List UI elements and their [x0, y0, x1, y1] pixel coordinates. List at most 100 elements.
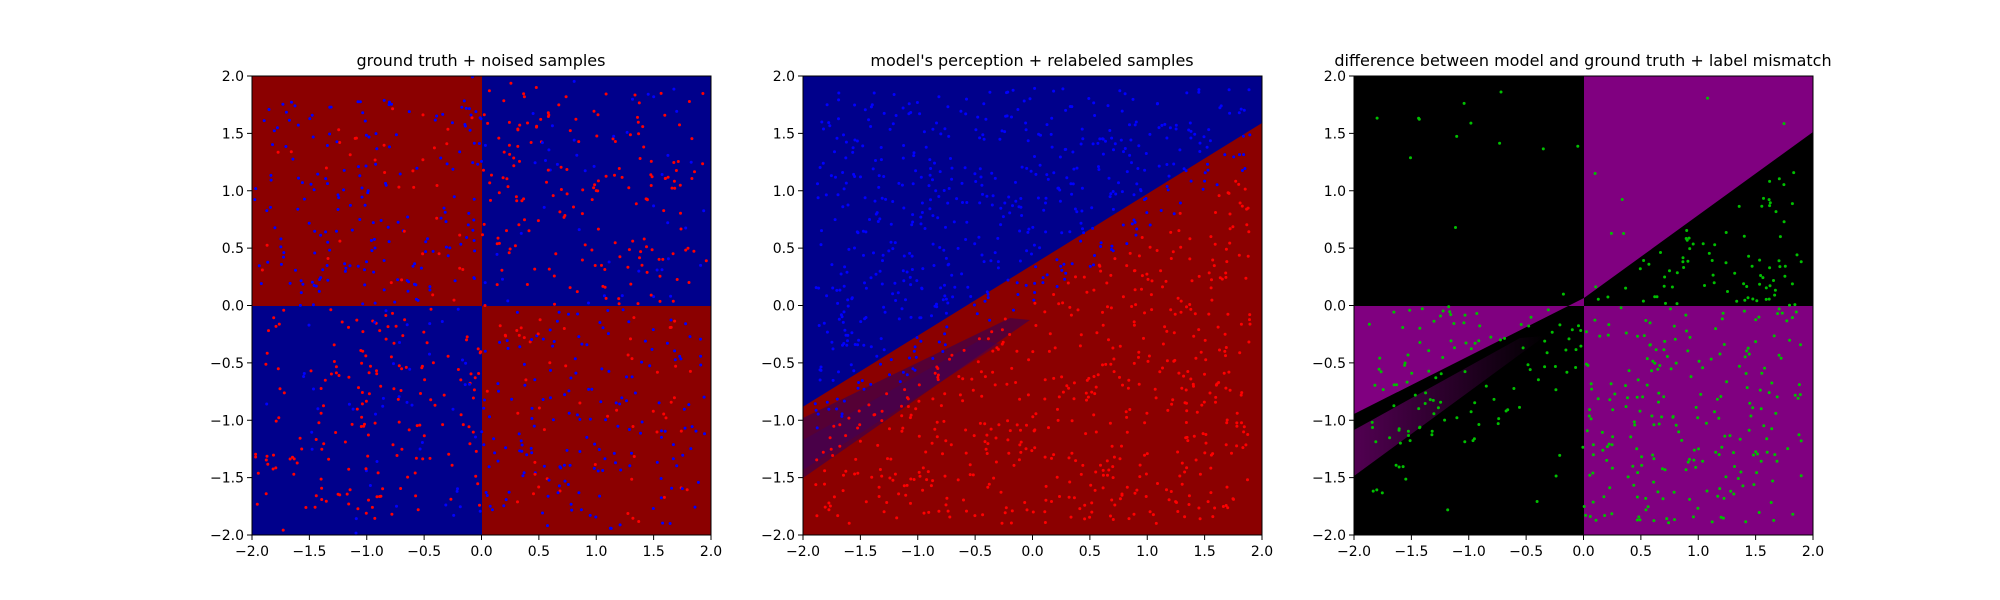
- blue-sample-point: [619, 468, 623, 472]
- blue-relabeled-point: [951, 295, 955, 299]
- blue-sample-point: [452, 513, 456, 517]
- red-relabeled-point: [1057, 302, 1061, 306]
- blue-sample-point: [555, 162, 559, 166]
- blue-relabeled-point: [846, 339, 849, 343]
- panel1-points: [253, 76, 708, 535]
- red-relabeled-point: [1192, 334, 1196, 338]
- red-sample-point: [361, 349, 365, 353]
- red-relabeled-point: [1057, 395, 1061, 399]
- red-relabeled-point: [1165, 488, 1168, 492]
- red-relabeled-point: [1023, 501, 1027, 504]
- red-sample-point: [442, 393, 446, 397]
- blue-relabeled-point: [902, 254, 906, 258]
- blue-sample-point: [678, 354, 682, 358]
- blue-relabeled-point: [830, 340, 834, 344]
- mismatch-sample-point: [1408, 439, 1412, 443]
- blue-sample-point: [271, 143, 274, 147]
- blue-relabeled-point: [1060, 268, 1064, 272]
- mismatch-sample-point: [1656, 367, 1660, 371]
- blue-sample-point: [652, 295, 656, 299]
- blue-relabeled-point: [1205, 145, 1209, 149]
- red-sample-point: [277, 416, 281, 420]
- red-sample-point: [655, 370, 659, 374]
- blue-relabeled-point: [1136, 167, 1140, 170]
- blue-relabeled-point: [937, 340, 941, 344]
- blue-relabeled-point: [1160, 123, 1164, 127]
- blue-sample-point: [348, 203, 352, 207]
- blue-sample-point: [310, 280, 314, 284]
- blue-sample-point: [310, 113, 314, 117]
- red-sample-point: [502, 150, 506, 154]
- blue-sample-point: [669, 294, 673, 298]
- blue-sample-point: [396, 220, 400, 224]
- red-relabeled-point: [1099, 269, 1103, 273]
- red-sample-point: [487, 89, 491, 93]
- blue-relabeled-point: [882, 348, 886, 352]
- mismatch-sample-point: [1713, 243, 1717, 247]
- blue-sample-point: [311, 303, 315, 307]
- red-relabeled-point: [1128, 251, 1132, 255]
- blue-sample-point: [655, 460, 659, 464]
- mismatch-sample-point: [1767, 198, 1771, 202]
- mismatch-sample-point: [1733, 271, 1737, 275]
- red-relabeled-point: [1148, 245, 1152, 249]
- x-tick-label: 0.0: [470, 544, 492, 560]
- blue-relabeled-point: [1165, 185, 1169, 188]
- red-sample-point: [414, 494, 418, 498]
- red-relabeled-point: [889, 457, 893, 461]
- blue-relabeled-point: [1070, 192, 1074, 196]
- blue-relabeled-point: [1215, 183, 1219, 187]
- red-sample-point: [537, 485, 541, 489]
- mismatch-sample-point: [1519, 323, 1523, 326]
- blue-sample-point: [680, 487, 684, 491]
- red-relabeled-point: [1072, 381, 1076, 385]
- blue-relabeled-point: [837, 370, 840, 374]
- red-relabeled-point: [970, 377, 974, 381]
- blue-sample-point: [563, 479, 567, 483]
- blue-relabeled-point: [953, 285, 957, 289]
- mismatch-sample-point: [1591, 443, 1595, 447]
- mismatch-sample-point: [1401, 326, 1405, 329]
- red-sample-point: [386, 325, 390, 329]
- mismatch-sample-point: [1770, 427, 1774, 431]
- blue-sample-point: [326, 240, 330, 244]
- blue-relabeled-point: [1108, 195, 1112, 199]
- mismatch-sample-point: [1762, 196, 1765, 200]
- blue-sample-point: [458, 150, 462, 154]
- red-sample-point: [668, 326, 672, 329]
- red-sample-point: [392, 387, 396, 391]
- red-relabeled-point: [1025, 508, 1029, 512]
- blue-sample-point: [450, 121, 454, 125]
- blue-relabeled-point: [912, 154, 916, 158]
- red-sample-point: [533, 472, 537, 476]
- mismatch-sample-point: [1469, 347, 1473, 351]
- blue-relabeled-point: [1197, 90, 1201, 94]
- blue-relabeled-point: [1219, 104, 1223, 108]
- mismatch-sample-point: [1671, 415, 1675, 418]
- blue-sample-point: [387, 240, 391, 244]
- red-sample-point: [629, 337, 632, 341]
- blue-sample-point: [453, 279, 457, 283]
- blue-relabeled-point: [1064, 108, 1068, 112]
- blue-sample-point: [485, 494, 489, 497]
- red-relabeled-point: [1050, 456, 1053, 460]
- red-sample-point: [456, 368, 460, 371]
- red-sample-point: [632, 455, 636, 458]
- blue-relabeled-point: [1044, 230, 1048, 234]
- red-relabeled-point: [922, 511, 926, 515]
- red-relabeled-point: [853, 472, 857, 476]
- red-relabeled-point: [1237, 182, 1241, 186]
- blue-relabeled-point: [834, 175, 837, 179]
- red-relabeled-point: [1169, 308, 1173, 312]
- blue-sample-point: [392, 362, 395, 366]
- blue-relabeled-point: [882, 175, 886, 178]
- panel2-axes: −2.0 −1.5 −1.0 −0.5 0.0 0.5 1.0 1.5 2.0−2.0−1.5−…: [761, 69, 1273, 560]
- red-relabeled-point: [971, 473, 975, 477]
- red-relabeled-point: [842, 473, 845, 477]
- red-relabeled-point: [1061, 301, 1065, 305]
- blue-sample-point: [372, 237, 376, 241]
- red-sample-point: [478, 503, 481, 507]
- blue-sample-point: [379, 219, 383, 222]
- blue-sample-point: [444, 245, 448, 249]
